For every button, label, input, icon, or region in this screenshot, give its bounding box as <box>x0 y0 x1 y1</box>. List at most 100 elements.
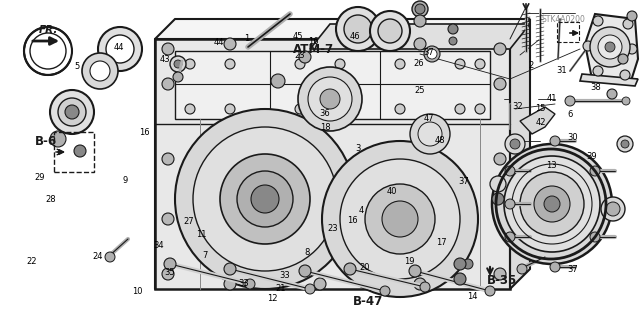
Circle shape <box>492 144 612 264</box>
Circle shape <box>449 37 457 45</box>
Circle shape <box>622 97 630 105</box>
Circle shape <box>455 59 465 69</box>
Circle shape <box>414 38 426 50</box>
Circle shape <box>162 153 174 165</box>
Circle shape <box>620 70 630 80</box>
Circle shape <box>50 131 66 147</box>
Text: 37: 37 <box>424 48 434 57</box>
Circle shape <box>463 259 473 269</box>
Circle shape <box>409 265 421 277</box>
Text: 45: 45 <box>292 32 303 41</box>
Circle shape <box>505 166 515 176</box>
Text: 33: 33 <box>280 271 290 280</box>
Circle shape <box>593 66 603 76</box>
Text: 2: 2 <box>529 61 534 70</box>
Text: 41: 41 <box>547 94 557 103</box>
Circle shape <box>623 19 633 29</box>
Circle shape <box>505 199 515 209</box>
Circle shape <box>454 273 466 285</box>
Circle shape <box>105 252 115 262</box>
Circle shape <box>225 59 235 69</box>
Polygon shape <box>585 14 638 84</box>
Circle shape <box>305 284 315 294</box>
Circle shape <box>606 202 620 216</box>
Circle shape <box>295 59 305 69</box>
Circle shape <box>299 265 311 277</box>
Text: 3: 3 <box>356 144 361 153</box>
Circle shape <box>494 43 506 55</box>
Text: 39: 39 <box>587 152 597 161</box>
Circle shape <box>336 7 380 51</box>
Text: 34: 34 <box>154 241 164 250</box>
Text: FR.: FR. <box>38 25 58 35</box>
Text: 11: 11 <box>196 230 207 239</box>
Text: 16: 16 <box>308 37 319 46</box>
Text: 35: 35 <box>164 268 175 277</box>
Circle shape <box>517 264 527 274</box>
Circle shape <box>378 19 402 43</box>
Circle shape <box>605 42 615 52</box>
Text: B-47: B-47 <box>353 295 383 308</box>
Text: 6: 6 <box>567 110 572 119</box>
Text: 26: 26 <box>414 59 424 68</box>
Circle shape <box>448 24 458 34</box>
Circle shape <box>621 140 629 148</box>
Text: 28: 28 <box>46 195 56 204</box>
Circle shape <box>583 41 593 51</box>
Circle shape <box>415 4 425 14</box>
Circle shape <box>534 186 570 222</box>
Circle shape <box>298 67 362 131</box>
Circle shape <box>590 166 600 176</box>
Circle shape <box>550 136 560 146</box>
Text: 24: 24 <box>92 252 102 261</box>
Circle shape <box>106 35 134 63</box>
Text: 37: 37 <box>459 177 469 186</box>
Circle shape <box>485 286 495 296</box>
Circle shape <box>224 263 236 275</box>
Text: 38: 38 <box>590 83 600 92</box>
Circle shape <box>414 278 426 290</box>
Text: 30: 30 <box>568 133 578 142</box>
Text: 4: 4 <box>359 206 364 215</box>
Circle shape <box>340 159 460 279</box>
Text: 13: 13 <box>547 161 557 170</box>
Circle shape <box>454 258 466 270</box>
Circle shape <box>220 154 310 244</box>
Text: 10: 10 <box>132 287 143 296</box>
Polygon shape <box>510 19 530 289</box>
Text: 7: 7 <box>202 251 207 260</box>
Text: 14: 14 <box>467 292 477 301</box>
Circle shape <box>344 15 372 43</box>
Text: 12: 12 <box>267 294 277 303</box>
Circle shape <box>520 172 584 236</box>
Text: 44: 44 <box>214 38 224 47</box>
Circle shape <box>380 286 390 296</box>
Text: 43: 43 <box>160 56 170 64</box>
Circle shape <box>162 78 174 90</box>
Circle shape <box>505 134 525 154</box>
Circle shape <box>74 145 86 157</box>
Circle shape <box>627 11 637 21</box>
Circle shape <box>565 96 575 106</box>
Circle shape <box>382 201 418 237</box>
Circle shape <box>251 185 279 213</box>
Text: 31: 31 <box>557 66 567 75</box>
Circle shape <box>320 89 340 109</box>
Circle shape <box>510 139 520 149</box>
Circle shape <box>414 15 426 27</box>
Text: 48: 48 <box>435 136 445 145</box>
Polygon shape <box>155 39 510 289</box>
Circle shape <box>174 60 182 68</box>
Circle shape <box>420 282 430 292</box>
Circle shape <box>544 196 560 212</box>
Text: B-6: B-6 <box>35 136 57 148</box>
Circle shape <box>505 232 515 242</box>
Circle shape <box>164 258 176 270</box>
Circle shape <box>173 72 183 82</box>
Circle shape <box>598 35 622 59</box>
Text: 16: 16 <box>139 128 149 137</box>
Circle shape <box>224 38 236 50</box>
Text: 25: 25 <box>414 86 424 95</box>
Circle shape <box>314 278 326 290</box>
Text: 47: 47 <box>424 114 434 122</box>
